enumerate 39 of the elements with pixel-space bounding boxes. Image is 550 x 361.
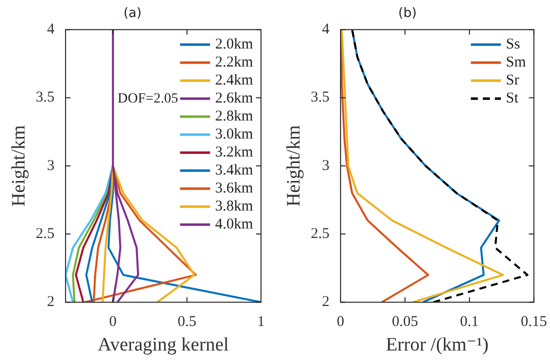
- x-tick-label: 0: [336, 314, 344, 330]
- chart-title: (a): [123, 6, 142, 22]
- legend-label: 3.8km: [215, 198, 254, 215]
- x-axis-title: Error /(km⁻¹): [386, 334, 489, 356]
- y-tick-label: 3: [322, 158, 330, 174]
- y-tick-label: 2.5: [310, 226, 330, 242]
- y-tick-label: 3.5: [36, 90, 55, 106]
- y-tick-label: 2: [47, 294, 55, 310]
- y-axis-title: Height/km: [283, 125, 304, 207]
- legend-label: St: [506, 90, 520, 107]
- x-tick-label: 0.05: [392, 314, 418, 330]
- legend-label: 3.0km: [215, 126, 254, 143]
- legend-label: 3.6km: [215, 180, 254, 197]
- legend-label: 3.2km: [215, 144, 254, 161]
- legend-label: Sr: [506, 72, 520, 89]
- y-tick-label: 2.5: [36, 226, 55, 242]
- x-tick-label: 0.1: [460, 314, 479, 330]
- x-tick-label: 0: [109, 314, 117, 330]
- x-tick-label: 1: [257, 314, 265, 330]
- chart-title: (b): [398, 6, 417, 22]
- legend-label: 2.0km: [215, 36, 254, 53]
- legend-label: 2.4km: [215, 72, 254, 89]
- y-tick-label: 3: [47, 158, 55, 174]
- x-tick-label: 0.5: [178, 314, 196, 330]
- annotation: DOF=2.05: [118, 91, 178, 106]
- y-tick-label: 3.5: [310, 90, 330, 106]
- legend-label: Ss: [506, 36, 520, 53]
- legend-label: 3.4km: [215, 162, 254, 179]
- y-tick-label: 4: [322, 22, 330, 38]
- x-tick-label: 0.15: [520, 314, 547, 330]
- legend-label: 2.2km: [215, 54, 254, 71]
- legend-label: 2.8km: [215, 108, 254, 125]
- legend-label: 4.0km: [215, 216, 254, 233]
- y-tick-label: 2: [322, 294, 330, 310]
- legend-label: Sm: [506, 54, 526, 71]
- x-axis-title: Averaging kernel: [98, 334, 229, 356]
- y-axis-title: Height/km: [8, 125, 30, 207]
- y-tick-label: 4: [47, 22, 56, 38]
- legend-label: 2.6km: [215, 90, 254, 107]
